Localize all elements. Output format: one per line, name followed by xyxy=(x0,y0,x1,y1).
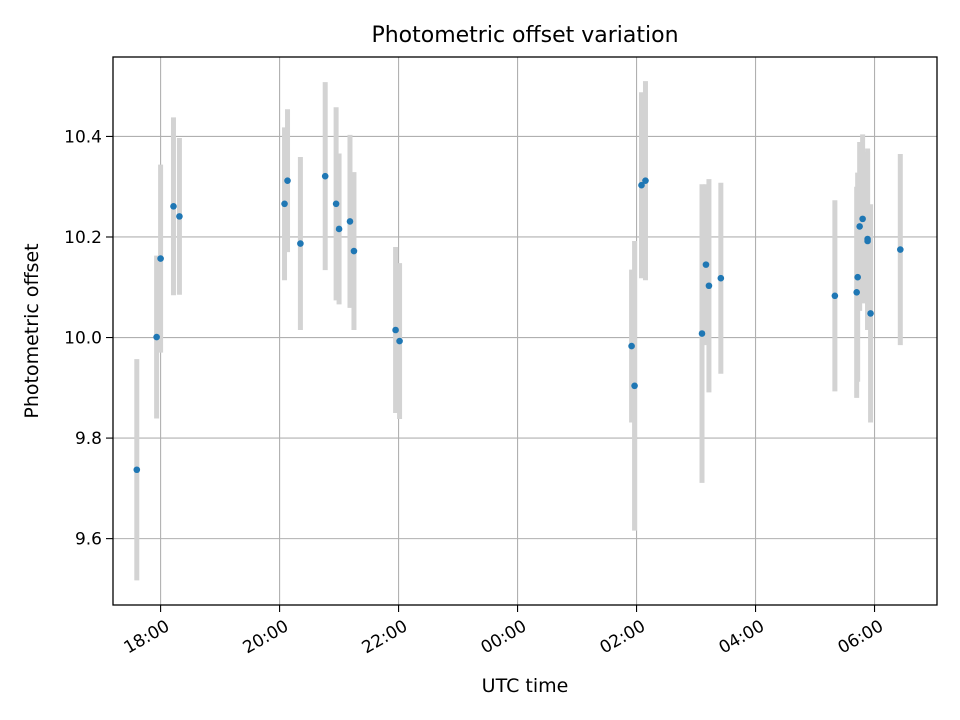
data-point xyxy=(642,177,649,184)
y-tick-label: 10.4 xyxy=(64,127,102,147)
error-bars xyxy=(134,81,903,581)
x-tick-label: 20:00 xyxy=(240,616,292,658)
data-point xyxy=(157,255,164,262)
data-point xyxy=(638,181,645,189)
x-tick-label: 06:00 xyxy=(835,616,887,658)
data-point xyxy=(281,200,288,208)
y-tick-label: 9.6 xyxy=(75,530,102,550)
data-point xyxy=(698,330,706,337)
x-axis-label: UTC time xyxy=(482,675,569,697)
y-tick-label: 9.8 xyxy=(75,429,102,449)
data-point xyxy=(153,333,160,341)
data-points xyxy=(133,172,904,474)
data-point xyxy=(854,273,861,281)
data-point xyxy=(396,337,403,345)
data-point xyxy=(297,240,304,247)
y-tick-label: 10.0 xyxy=(64,329,102,349)
data-point xyxy=(831,292,839,300)
data-point xyxy=(321,172,329,180)
data-point xyxy=(867,310,874,317)
y-tick-label: 10.2 xyxy=(64,228,102,248)
data-point xyxy=(350,247,358,255)
data-point xyxy=(853,288,860,296)
data-point xyxy=(897,246,904,253)
data-point xyxy=(856,223,863,230)
data-point xyxy=(859,215,866,223)
data-point xyxy=(176,213,183,220)
data-point xyxy=(702,261,710,268)
data-point xyxy=(133,466,141,474)
x-axis-ticks: 18:00 20:00 22:00 00:00 02:00 04:00 06:00 xyxy=(121,605,887,658)
plot-frame xyxy=(112,56,938,606)
data-point xyxy=(717,274,725,282)
x-tick-label: 22:00 xyxy=(359,616,411,658)
x-tick-label: 04:00 xyxy=(716,616,768,658)
x-tick-label: 00:00 xyxy=(478,616,530,658)
data-point xyxy=(628,342,635,350)
x-tick-label: 18:00 xyxy=(121,616,173,658)
y-axis-ticks: 9.6 9.8 10.0 10.2 10.4 xyxy=(64,127,113,550)
data-point xyxy=(631,382,638,390)
data-point xyxy=(346,218,354,225)
y-axis-label: Photometric offset xyxy=(21,243,43,418)
grid-lines xyxy=(113,57,937,605)
data-point xyxy=(170,203,177,210)
data-point xyxy=(864,237,871,245)
chart-title: Photometric offset variation xyxy=(371,23,678,48)
x-tick-label: 02:00 xyxy=(597,616,649,658)
data-point xyxy=(335,225,343,233)
data-point xyxy=(332,200,340,208)
data-point xyxy=(284,177,291,184)
data-point xyxy=(392,326,399,334)
data-point xyxy=(705,282,713,290)
